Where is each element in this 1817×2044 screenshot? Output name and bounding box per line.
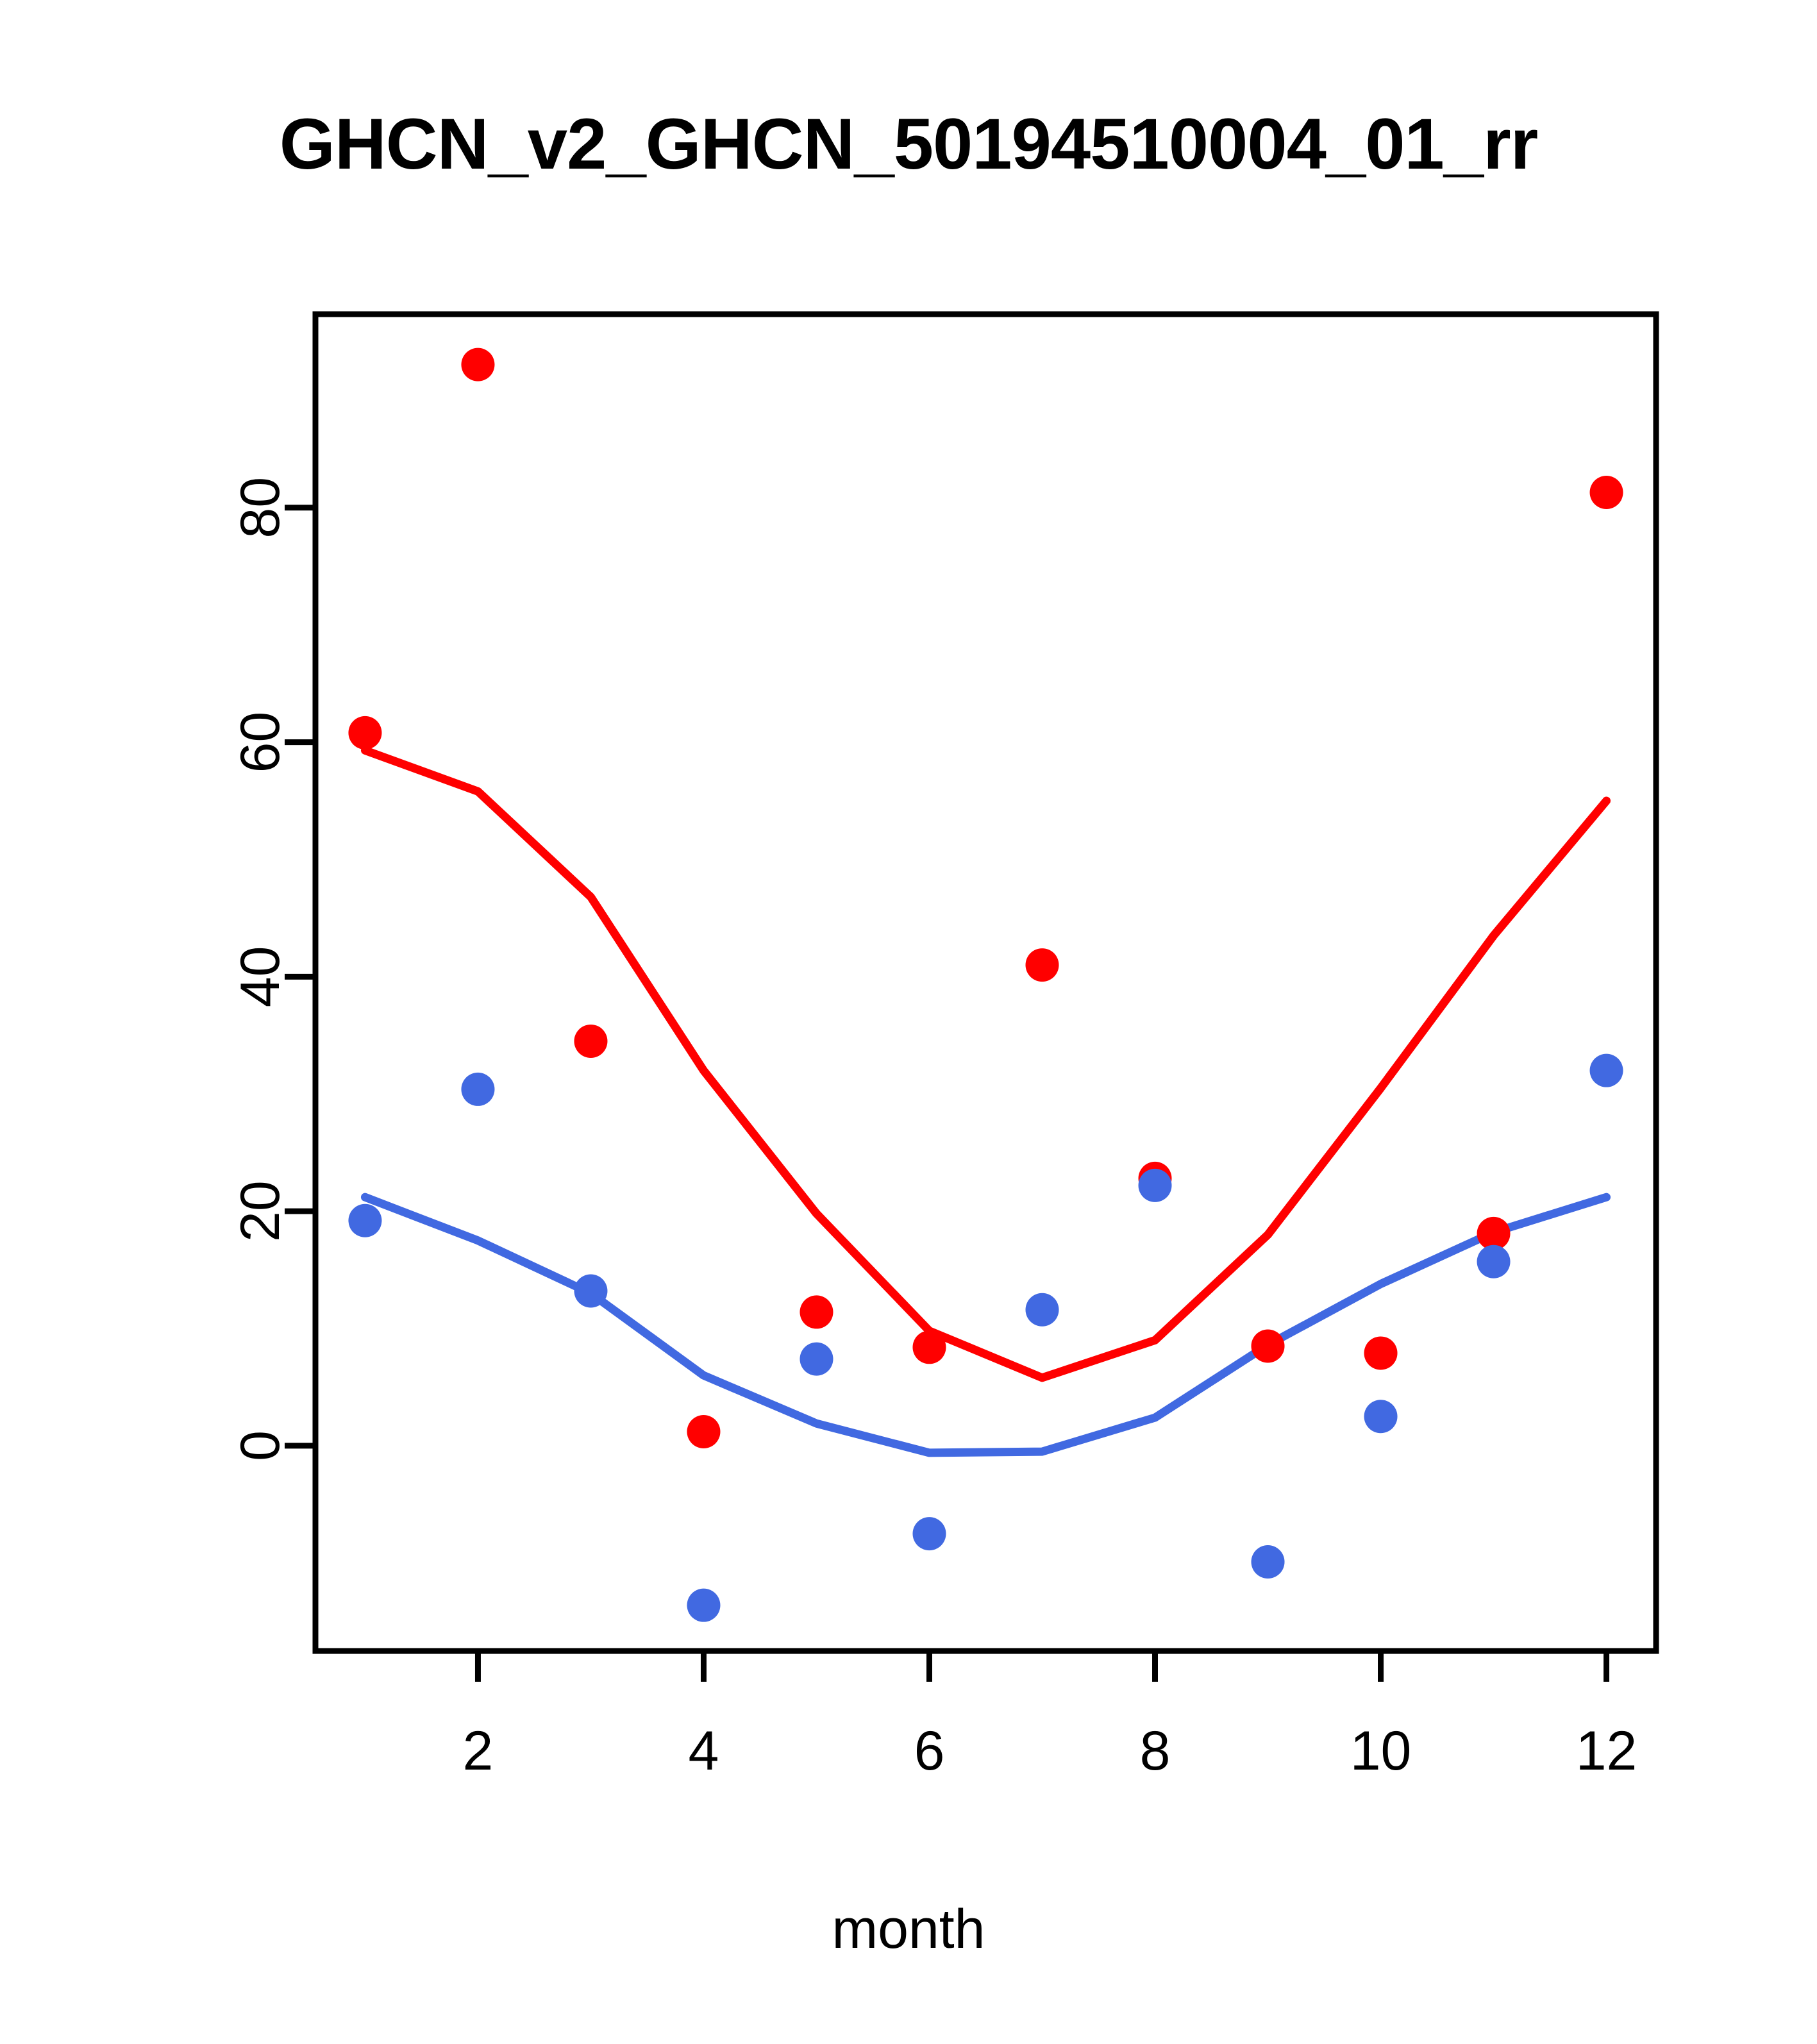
data-point-blue-points [574,1274,608,1308]
data-point-blue-points [1589,1053,1623,1087]
data-point-red-points [800,1295,833,1329]
data-point-blue-points [1477,1244,1511,1278]
y-axis-tick-label: 80 [230,477,291,539]
data-point-red-points [1589,476,1623,509]
data-point-blue-points [348,1203,382,1237]
y-axis-tick-label: 60 [230,712,291,773]
data-point-blue-points [461,1072,495,1106]
data-point-red-points [1477,1216,1511,1250]
series-line-red-line [360,746,1611,1382]
data-point-blue-points [1364,1400,1398,1434]
x-axis-tick-label: 10 [1350,1720,1412,1782]
plot-box-frame [312,311,1659,1654]
data-point-red-points [912,1330,946,1364]
data-point-blue-points [1138,1168,1172,1202]
data-point-red-points [574,1024,608,1058]
data-point-red-points [1251,1329,1285,1363]
x-axis-tick-label: 2 [463,1720,494,1782]
y-axis-tick-label: 0 [230,1430,291,1461]
data-point-blue-points [800,1342,833,1376]
tick-label-group: 0 20 40 60 80 2 4 6 8 10 12 [230,477,1637,1782]
y-axis-tick-label: 20 [230,1180,291,1242]
series-line-blue-line [360,1193,1611,1457]
x-axis-label: month [832,1898,985,1960]
data-point-blue-points [687,1588,721,1622]
data-point-red-points [1025,948,1059,982]
data-point-blue-points [1025,1293,1059,1327]
data-point-red-points [1364,1336,1398,1370]
x-axis-tick-label: 6 [914,1720,945,1782]
data-series-group [348,348,1623,1622]
page-title: GHCN_v2_GHCN_50194510004_01_rr [279,104,1538,184]
x-axis-tick-label: 4 [689,1720,719,1782]
data-point-red-points [348,716,382,750]
data-point-red-points [461,348,495,381]
data-point-red-points [687,1414,721,1448]
x-axis-tick-label: 8 [1140,1720,1171,1782]
data-point-blue-points [1251,1545,1285,1579]
y-axis-tick-label: 40 [230,946,291,1008]
axes-group [285,311,1659,1682]
x-axis-tick-label: 12 [1576,1720,1637,1782]
data-point-blue-points [912,1517,946,1551]
